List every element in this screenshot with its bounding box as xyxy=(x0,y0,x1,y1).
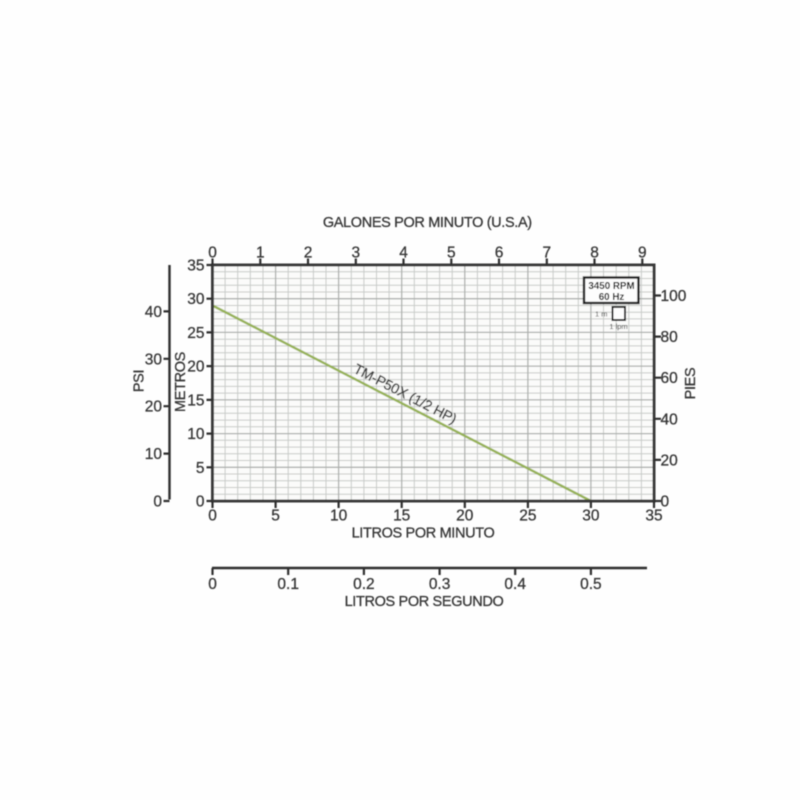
svg-text:0.2: 0.2 xyxy=(353,576,375,593)
svg-text:25: 25 xyxy=(187,325,204,342)
svg-text:0: 0 xyxy=(153,494,162,511)
svg-text:30: 30 xyxy=(187,291,205,308)
svg-text:30: 30 xyxy=(582,508,600,525)
svg-text:1 m: 1 m xyxy=(595,310,608,319)
svg-text:0: 0 xyxy=(208,508,217,525)
svg-text:PIES: PIES xyxy=(683,368,699,400)
svg-text:15: 15 xyxy=(187,392,204,409)
svg-text:0.1: 0.1 xyxy=(277,576,299,593)
svg-text:0: 0 xyxy=(208,245,217,262)
svg-text:40: 40 xyxy=(145,304,163,321)
svg-text:0.3: 0.3 xyxy=(429,576,451,593)
svg-text:5: 5 xyxy=(447,245,456,262)
svg-text:0.5: 0.5 xyxy=(580,576,602,593)
svg-text:3450 RPM: 3450 RPM xyxy=(588,281,634,292)
svg-text:5: 5 xyxy=(271,508,280,525)
svg-text:25: 25 xyxy=(519,508,536,525)
svg-text:7: 7 xyxy=(542,245,551,262)
svg-text:60 Hz: 60 Hz xyxy=(599,292,625,303)
svg-text:80: 80 xyxy=(661,329,679,346)
svg-text:1 lpm: 1 lpm xyxy=(609,322,627,331)
svg-text:20: 20 xyxy=(456,508,474,525)
svg-text:0: 0 xyxy=(196,494,205,511)
svg-text:5: 5 xyxy=(196,460,205,477)
svg-text:10: 10 xyxy=(187,426,205,443)
svg-text:9: 9 xyxy=(638,245,647,262)
svg-text:20: 20 xyxy=(187,359,205,376)
svg-text:0.4: 0.4 xyxy=(504,576,526,593)
svg-text:100: 100 xyxy=(661,288,687,305)
svg-text:0: 0 xyxy=(208,576,217,593)
svg-text:30: 30 xyxy=(145,351,163,368)
svg-text:GALONES POR MINUTO (U.S.A): GALONES POR MINUTO (U.S.A) xyxy=(323,215,532,231)
svg-text:0: 0 xyxy=(661,494,670,511)
svg-text:40: 40 xyxy=(661,411,679,428)
svg-text:1: 1 xyxy=(256,245,265,262)
svg-text:15: 15 xyxy=(393,508,410,525)
svg-text:35: 35 xyxy=(645,508,662,525)
svg-text:4: 4 xyxy=(399,245,408,262)
svg-text:LITROS POR SEGUNDO: LITROS POR SEGUNDO xyxy=(345,594,504,610)
svg-text:METROS: METROS xyxy=(173,352,189,412)
svg-text:20: 20 xyxy=(145,399,163,416)
svg-text:3: 3 xyxy=(351,245,360,262)
svg-text:2: 2 xyxy=(304,245,313,262)
svg-text:8: 8 xyxy=(590,245,599,262)
svg-text:PSI: PSI xyxy=(132,370,148,392)
svg-text:60: 60 xyxy=(661,370,679,387)
svg-text:20: 20 xyxy=(661,452,679,469)
svg-text:10: 10 xyxy=(330,508,348,525)
svg-text:10: 10 xyxy=(145,446,163,463)
svg-text:6: 6 xyxy=(495,245,504,262)
svg-text:35: 35 xyxy=(187,258,204,275)
svg-text:LITROS POR MINUTO: LITROS POR MINUTO xyxy=(352,526,495,542)
